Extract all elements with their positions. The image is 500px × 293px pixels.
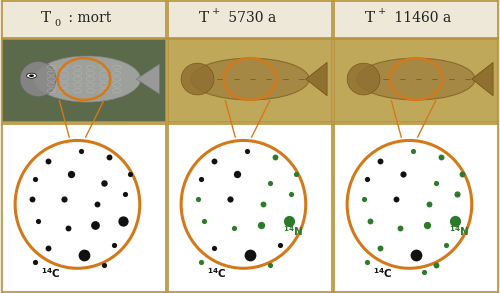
Point: [104, 155, 112, 160]
Point: [28, 197, 36, 202]
Point: [246, 253, 254, 257]
Text: T: T: [199, 11, 209, 25]
Point: [270, 155, 278, 160]
Point: [458, 172, 466, 176]
Point: [436, 155, 444, 160]
Point: [121, 192, 129, 197]
Point: [31, 259, 39, 264]
Point: [233, 172, 241, 176]
Point: [392, 197, 400, 202]
Point: [408, 148, 416, 153]
Text: $\mathregular{^{14}}$N: $\mathregular{^{14}}$N: [448, 224, 469, 238]
Point: [34, 219, 42, 224]
Point: [100, 180, 108, 185]
Point: [93, 202, 101, 207]
Text: $\mathregular{^{14}}$C: $\mathregular{^{14}}$C: [42, 266, 61, 280]
Point: [60, 197, 68, 202]
Text: $\mathregular{^{14}}$C: $\mathregular{^{14}}$C: [374, 266, 393, 280]
Point: [424, 222, 432, 227]
Point: [197, 259, 205, 264]
Ellipse shape: [20, 62, 56, 97]
Circle shape: [26, 73, 36, 78]
Point: [197, 177, 205, 181]
Point: [376, 158, 384, 163]
Point: [242, 148, 250, 153]
Point: [230, 226, 237, 230]
Ellipse shape: [347, 63, 380, 95]
Text: +: +: [378, 7, 386, 16]
Text: 0: 0: [54, 19, 60, 28]
Point: [210, 246, 218, 251]
Point: [258, 222, 266, 227]
Polygon shape: [306, 62, 327, 96]
Point: [226, 197, 234, 202]
Point: [412, 253, 420, 257]
Ellipse shape: [181, 63, 214, 95]
Point: [287, 192, 295, 197]
Point: [266, 263, 274, 267]
Point: [363, 177, 371, 181]
Text: 5730 a: 5730 a: [224, 11, 276, 25]
Point: [44, 246, 52, 251]
Point: [360, 197, 368, 202]
Ellipse shape: [34, 56, 140, 102]
Point: [453, 192, 461, 197]
Ellipse shape: [357, 58, 475, 100]
Text: T: T: [41, 11, 51, 25]
Text: : mort: : mort: [64, 11, 112, 25]
Point: [110, 242, 118, 247]
Point: [259, 202, 267, 207]
Point: [286, 219, 294, 224]
Point: [200, 219, 208, 224]
Circle shape: [29, 74, 34, 77]
Ellipse shape: [191, 58, 309, 100]
Point: [432, 180, 440, 185]
Point: [210, 158, 218, 163]
Point: [442, 242, 450, 247]
Point: [126, 172, 134, 176]
Point: [420, 269, 428, 274]
Polygon shape: [136, 64, 160, 94]
Text: T: T: [365, 11, 375, 25]
Point: [432, 263, 440, 267]
Text: 11460 a: 11460 a: [390, 11, 451, 25]
Point: [292, 172, 300, 176]
Point: [276, 242, 283, 247]
Point: [64, 226, 72, 230]
Point: [76, 148, 84, 153]
Point: [376, 246, 384, 251]
Text: $\mathregular{^{14}}$C: $\mathregular{^{14}}$C: [208, 266, 227, 280]
Point: [120, 219, 128, 224]
Point: [80, 253, 88, 257]
Point: [100, 263, 108, 267]
Text: $\mathregular{^{14}}$N: $\mathregular{^{14}}$N: [282, 224, 303, 238]
Point: [396, 226, 404, 230]
Polygon shape: [472, 62, 493, 96]
Point: [44, 158, 52, 163]
Point: [31, 177, 39, 181]
Point: [266, 180, 274, 185]
Point: [194, 197, 202, 202]
Point: [366, 219, 374, 224]
Point: [67, 172, 75, 176]
Point: [363, 259, 371, 264]
Point: [92, 222, 100, 227]
Point: [425, 202, 433, 207]
Text: +: +: [212, 7, 220, 16]
Point: [399, 172, 407, 176]
Point: [452, 219, 460, 224]
